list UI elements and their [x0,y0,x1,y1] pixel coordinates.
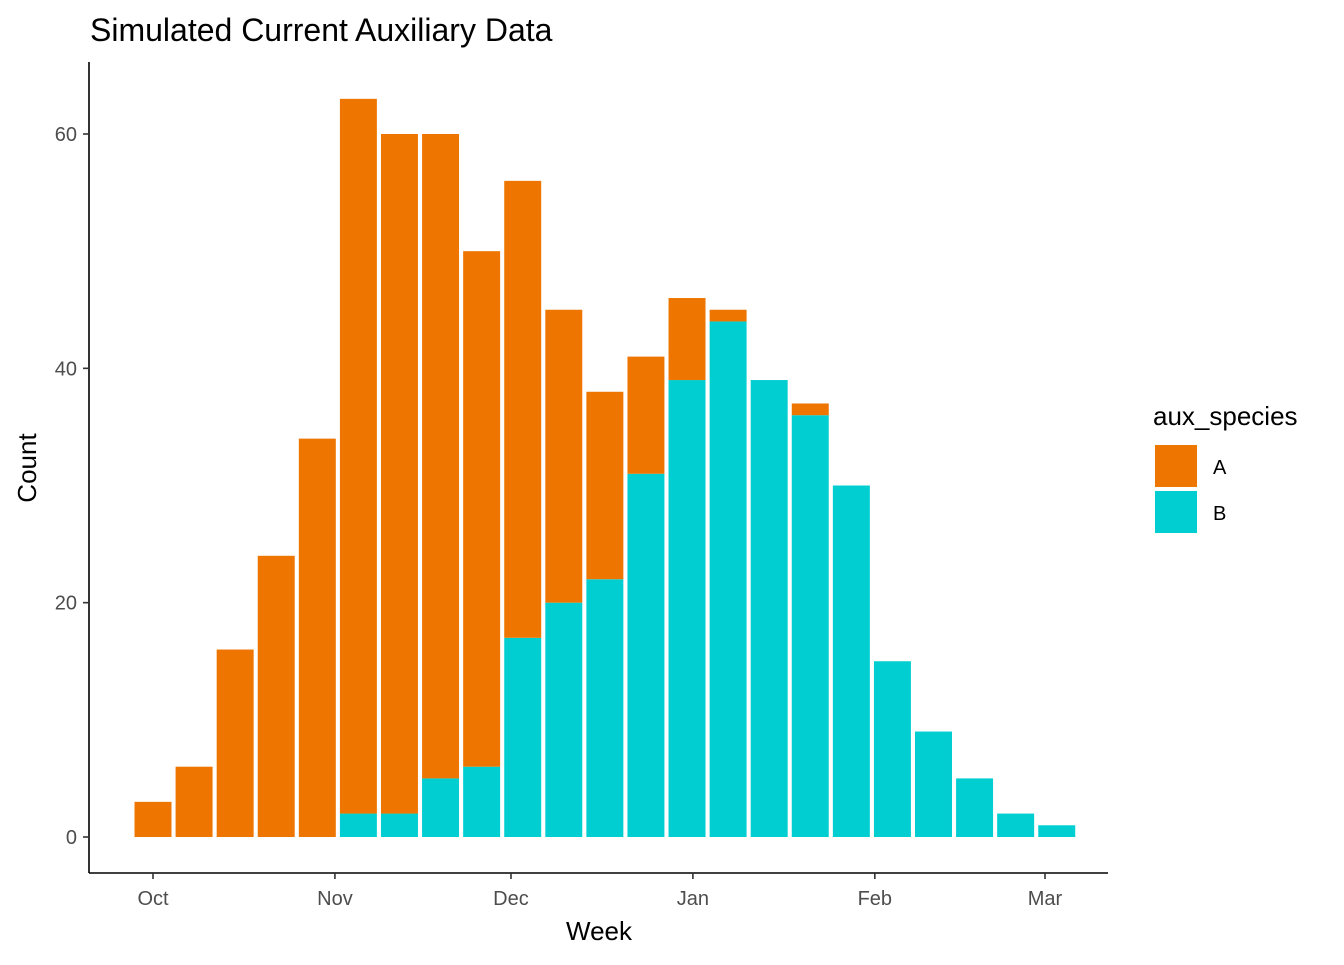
bar-B-2024-03-03 [1038,825,1076,837]
x-tick-label-Jan: Jan [677,888,709,910]
legend-label-A: A [1213,457,1227,479]
bar-A-2023-10-29 [298,438,336,837]
bar-B-2023-12-03 [504,637,542,837]
bar-B-2023-12-17 [586,579,624,837]
bar-B-2023-11-05 [339,813,377,837]
y-tick-label-60: 60 [55,124,77,146]
bar-A-2023-11-05 [339,98,377,814]
axes-layer [88,62,1108,874]
x-axis-title: Week [566,916,633,946]
bar-B-2023-12-31 [668,380,706,837]
bar-B-2024-01-21 [791,415,829,837]
x-tick-label-Mar: Mar [1028,888,1063,910]
bar-A-2023-10-22 [257,555,295,837]
bar-A-2023-11-26 [463,251,501,767]
bar-A-2024-01-21 [791,403,829,416]
bar-B-2023-12-24 [627,473,665,837]
bar-B-2023-11-12 [380,813,418,837]
bar-B-2024-02-25 [997,813,1035,837]
bar-A-2023-10-15 [216,649,254,837]
bar-A-2024-01-07 [709,309,747,322]
bar-A-2023-12-17 [586,391,624,580]
bar-B-2023-11-19 [422,778,460,837]
bar-A-2023-12-10 [545,309,583,603]
bar-B-2023-11-26 [463,766,501,837]
bar-B-2024-01-07 [709,321,747,838]
x-tick-label-Dec: Dec [493,888,529,910]
bar-A-2023-11-19 [422,134,460,779]
bar-A-2023-10-08 [175,766,213,837]
bar-B-2024-01-14 [750,380,788,837]
y-tick-label-0: 0 [66,827,77,849]
legend-swatch-B [1155,491,1197,533]
bar-B-2024-02-11 [915,731,952,837]
y-axis-title: Count [12,433,42,503]
bar-B-2024-01-28 [832,485,870,837]
legend-title: aux_species [1153,401,1298,431]
y-tick-label-40: 40 [55,358,77,380]
bar-A-2023-12-24 [627,356,665,474]
y-tick-label-20: 20 [55,593,77,615]
chart-title: Simulated Current Auxiliary Data [90,12,553,48]
bar-B-2023-12-10 [545,602,583,837]
bar-B-2024-02-18 [956,778,994,837]
x-ticks: Oct Nov Dec Jan Feb Mar [137,873,1063,910]
bar-A-2023-11-12 [380,134,418,814]
x-tick-label-Nov: Nov [317,888,353,910]
legend-items: AB [1155,445,1227,533]
bar-A-2023-10-01 [134,801,172,837]
bar-B-2024-02-04 [873,661,911,837]
bar-A-2023-12-03 [504,180,542,638]
y-ticks: 0 20 40 60 [55,124,89,849]
legend-swatch-A [1155,445,1197,487]
legend: aux_species AB [1153,401,1298,533]
bar-A-2023-12-31 [668,298,706,381]
x-tick-label-Feb: Feb [858,888,892,910]
x-tick-label-Oct: Oct [137,888,169,910]
bars-layer [134,98,1076,838]
legend-label-B: B [1213,503,1226,525]
